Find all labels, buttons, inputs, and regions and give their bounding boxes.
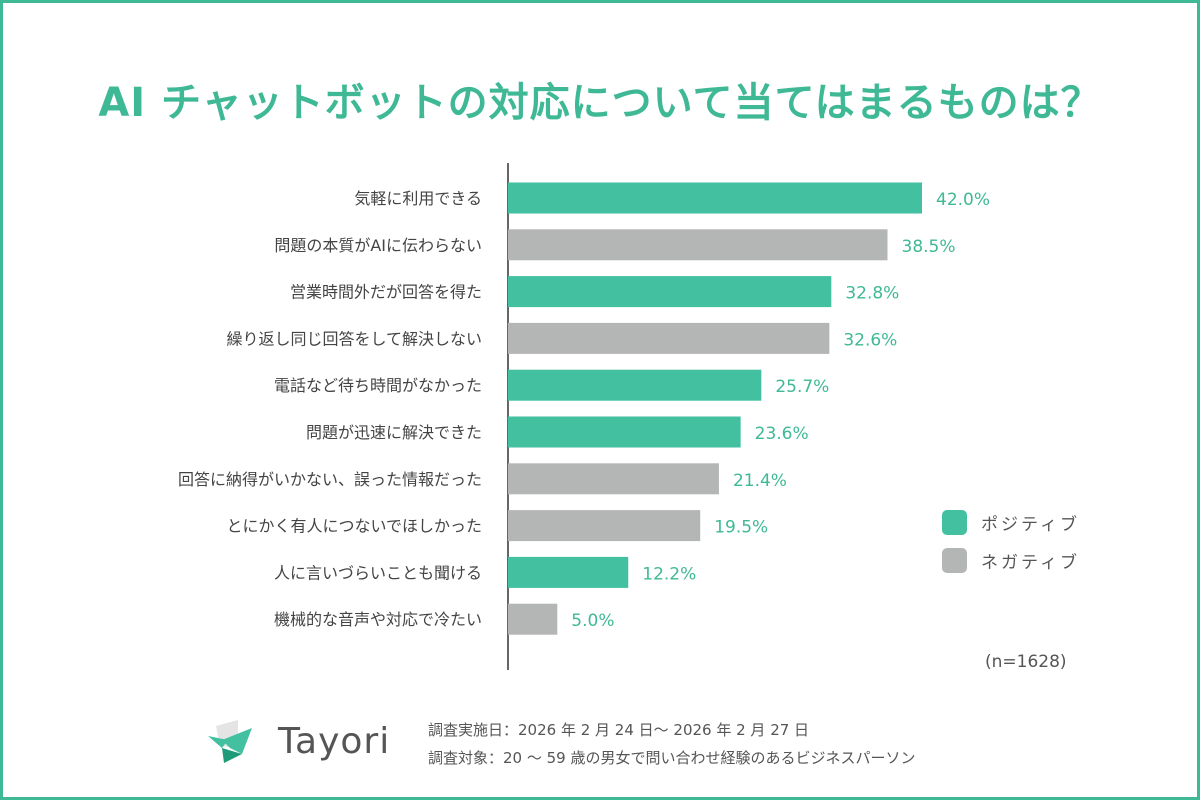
bar-positive [508,276,832,308]
value-label: 42.0% [936,190,990,210]
legend-label-negative: ネガティブ [981,553,1080,573]
value-label: 32.6% [843,330,897,350]
bar-negative [508,322,830,354]
category-label: とにかく有人につないでほしかった [226,517,482,536]
bar-negative [508,510,701,542]
category-label: 問題の本質がAIに伝わらない [274,236,482,255]
value-label: 32.8% [845,284,899,304]
value-label: 23.6% [755,424,809,444]
bar-negative [508,603,558,635]
paper-plane-icon [208,720,252,763]
bar-positive [508,556,629,588]
legend-positive: ポジティブ [942,510,1080,535]
category-label: 営業時間外だが回答を得た [290,283,482,302]
survey-target: 調査対象：20 ～ 59 歳の男女で問い合わせ経験のあるビジネスパーソン [428,749,916,767]
category-label: 回答に納得がいかない、誤った情報だった [178,470,482,489]
category-label: 電話など待ち時間がなかった [274,376,482,395]
value-label: 38.5% [902,237,956,257]
bar-negative [508,229,888,261]
category-label: 気軽に利用できる [354,189,482,208]
value-label: 25.7% [775,377,829,397]
chart-title: AI チャットボットの対応について当てはまるものは？ [98,80,1102,126]
category-label: 問題が迅速に解決できた [306,423,482,442]
legend-swatch-positive [942,510,967,535]
category-label: 人に言いづらいことも聞ける [274,563,482,582]
survey-notes: 調査実施日：2026 年 2 月 24 日～ 2026 年 2 月 27 日 調… [428,716,915,772]
sample-size: (n=1628) [985,652,1067,672]
value-label: 12.2% [642,564,696,584]
bar-positive [508,416,741,448]
legend-label-positive: ポジティブ [981,515,1080,535]
bar-positive [508,369,762,401]
category-label: 機械的な音声や対応で冷たい [274,610,482,629]
legend-swatch-negative [942,548,967,573]
category-label: 繰り返し同じ回答をして解決しない [226,329,482,348]
bar-negative [508,463,719,495]
bar-positive [508,182,922,214]
brand-name: Tayori [278,720,391,762]
value-label: 5.0% [571,611,614,631]
value-label: 19.5% [714,518,768,538]
tayori-logo: Tayori [208,718,390,764]
survey-date: 調査実施日：2026 年 2 月 24 日～ 2026 年 2 月 27 日 [428,721,810,739]
value-label: 21.4% [733,471,787,491]
legend-negative: ネガティブ [942,548,1080,573]
